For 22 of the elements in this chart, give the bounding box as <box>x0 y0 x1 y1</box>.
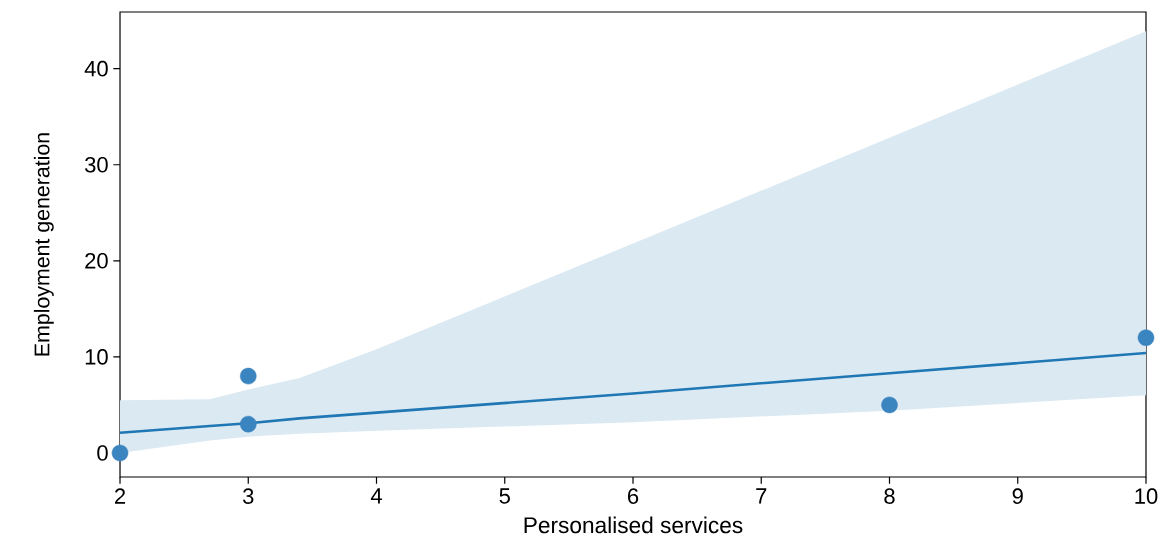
x-tick-label: 6 <box>627 488 639 504</box>
y-tick-label: 10 <box>85 349 108 365</box>
x-tick-label: 7 <box>756 488 767 504</box>
point <box>239 415 257 433</box>
x-tick-label: 2 <box>115 488 126 504</box>
x-axis-title: Personalised services <box>524 516 743 534</box>
y-tick-label: 0 <box>97 445 108 461</box>
y-tick-label: 20 <box>85 253 108 269</box>
x-tick-label: 4 <box>370 488 382 504</box>
x-tick-label: 9 <box>1012 488 1023 504</box>
point <box>1137 329 1155 346</box>
x-tick-label: 3 <box>242 488 254 504</box>
line-series <box>120 351 1146 435</box>
x-tick-label: 10 <box>1135 488 1158 504</box>
point <box>881 396 898 414</box>
y-tick-label: 30 <box>85 156 108 173</box>
point <box>111 444 129 462</box>
x-tick-label: 8 <box>884 488 895 504</box>
x-tick-label: 5 <box>499 488 510 504</box>
point <box>239 367 257 385</box>
y-axis-title: Employment generation <box>33 133 54 356</box>
y-tick-label: 40 <box>84 60 108 77</box>
